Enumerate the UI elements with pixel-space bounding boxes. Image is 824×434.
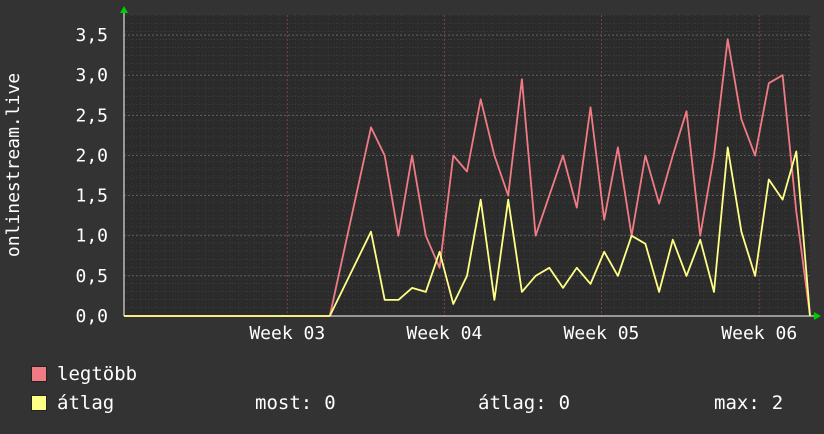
stat-atlag-value: 0 bbox=[558, 392, 571, 414]
y-tick-label: 2,0 bbox=[75, 145, 108, 166]
y-tick-label: 3,5 bbox=[75, 25, 108, 46]
legend-label-legtobb: legtöbb bbox=[57, 363, 138, 385]
x-tick-label: Week 04 bbox=[406, 323, 482, 344]
y-axis-arrow-icon bbox=[120, 6, 128, 13]
stat-atlag-label: átlag: bbox=[478, 392, 547, 414]
legend-row-atlag: átlag most: 0 átlag: 0 max: 2 bbox=[0, 391, 824, 415]
stat-atlag: átlag: 0 bbox=[478, 391, 570, 415]
legend-label-atlag: átlag bbox=[57, 392, 115, 414]
legend-swatch-atlag bbox=[31, 395, 47, 411]
legend-swatch-legtobb bbox=[31, 366, 47, 382]
y-axis-label: onlinestream.live bbox=[3, 73, 24, 257]
y-tick-label: 2,5 bbox=[75, 105, 108, 126]
y-tick-label: 0,5 bbox=[75, 266, 108, 287]
x-tick-label: Week 06 bbox=[721, 323, 797, 344]
y-tick-label: 1,0 bbox=[75, 226, 108, 247]
stat-most-value: 0 bbox=[324, 392, 336, 414]
legend-row-legtobb: legtöbb bbox=[0, 362, 824, 386]
y-tick-label: 0,0 bbox=[75, 306, 108, 327]
series-line-atlag bbox=[124, 146, 811, 317]
stat-most: most: 0 bbox=[255, 391, 336, 415]
y-tick-label: 1,5 bbox=[75, 186, 108, 207]
plot-area bbox=[124, 15, 810, 316]
stat-max-label: max: bbox=[714, 392, 760, 414]
stat-most-label: most: bbox=[255, 392, 313, 414]
x-tick-label: Week 03 bbox=[249, 323, 325, 344]
x-tick-label: Week 05 bbox=[564, 323, 640, 344]
series-line-legtobb bbox=[124, 38, 811, 317]
y-tick-label: 3,0 bbox=[75, 65, 108, 86]
stat-max-value: 2 bbox=[771, 392, 784, 414]
x-axis-arrow-icon bbox=[814, 312, 821, 320]
stat-max: max: 2 bbox=[714, 391, 783, 415]
